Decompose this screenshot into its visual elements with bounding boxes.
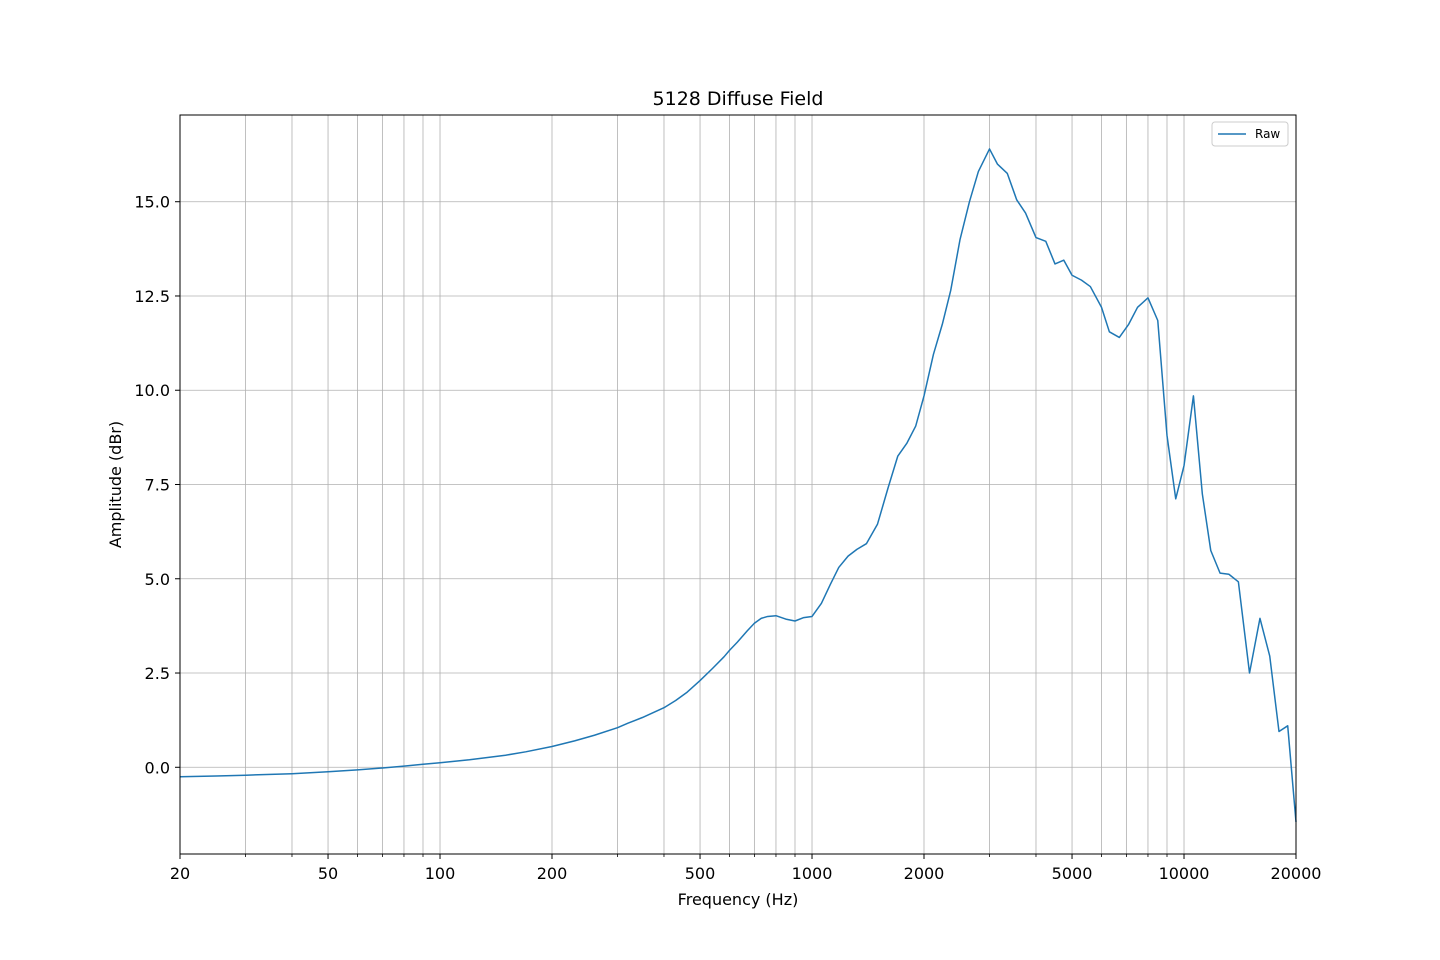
x-tick-label: 100 bbox=[425, 864, 456, 883]
x-tick-label: 20 bbox=[170, 864, 190, 883]
x-tick-label: 10000 bbox=[1159, 864, 1210, 883]
series-line-raw bbox=[179, 148, 1297, 823]
y-axis: 0.0 2.5 5.0 7.5 10.0 12.5 15.0 bbox=[134, 193, 180, 777]
y-tick-label: 12.5 bbox=[134, 287, 170, 306]
x-tick-label: 500 bbox=[685, 864, 716, 883]
x-tick-label: 20000 bbox=[1271, 864, 1322, 883]
legend: Raw bbox=[1211, 121, 1289, 147]
x-tick-label: 1000 bbox=[792, 864, 833, 883]
y-tick-label: 0.0 bbox=[145, 758, 170, 777]
legend-label: Raw bbox=[1255, 127, 1280, 141]
x-axis-title: Frequency (Hz) bbox=[678, 890, 799, 909]
x-tick-label: 2000 bbox=[904, 864, 945, 883]
plot-area bbox=[179, 148, 1297, 823]
y-tick-label: 5.0 bbox=[145, 570, 170, 589]
y-tick-label: 10.0 bbox=[134, 381, 170, 400]
x-axis: 20 50 100 200 500 1000 2000 5000 10000 20000 bbox=[170, 854, 1322, 883]
legend-box bbox=[1211, 121, 1289, 147]
x-tick-label: 5000 bbox=[1052, 864, 1093, 883]
y-axis-title: Amplitude (dBr) bbox=[106, 421, 125, 548]
y-tick-label: 7.5 bbox=[145, 476, 170, 495]
x-tick-label: 50 bbox=[318, 864, 338, 883]
chart-title: 5128 Diffuse Field bbox=[653, 88, 824, 110]
y-tick-label: 2.5 bbox=[145, 664, 170, 683]
y-tick-label: 15.0 bbox=[134, 193, 170, 212]
x-tick-label: 200 bbox=[537, 864, 568, 883]
